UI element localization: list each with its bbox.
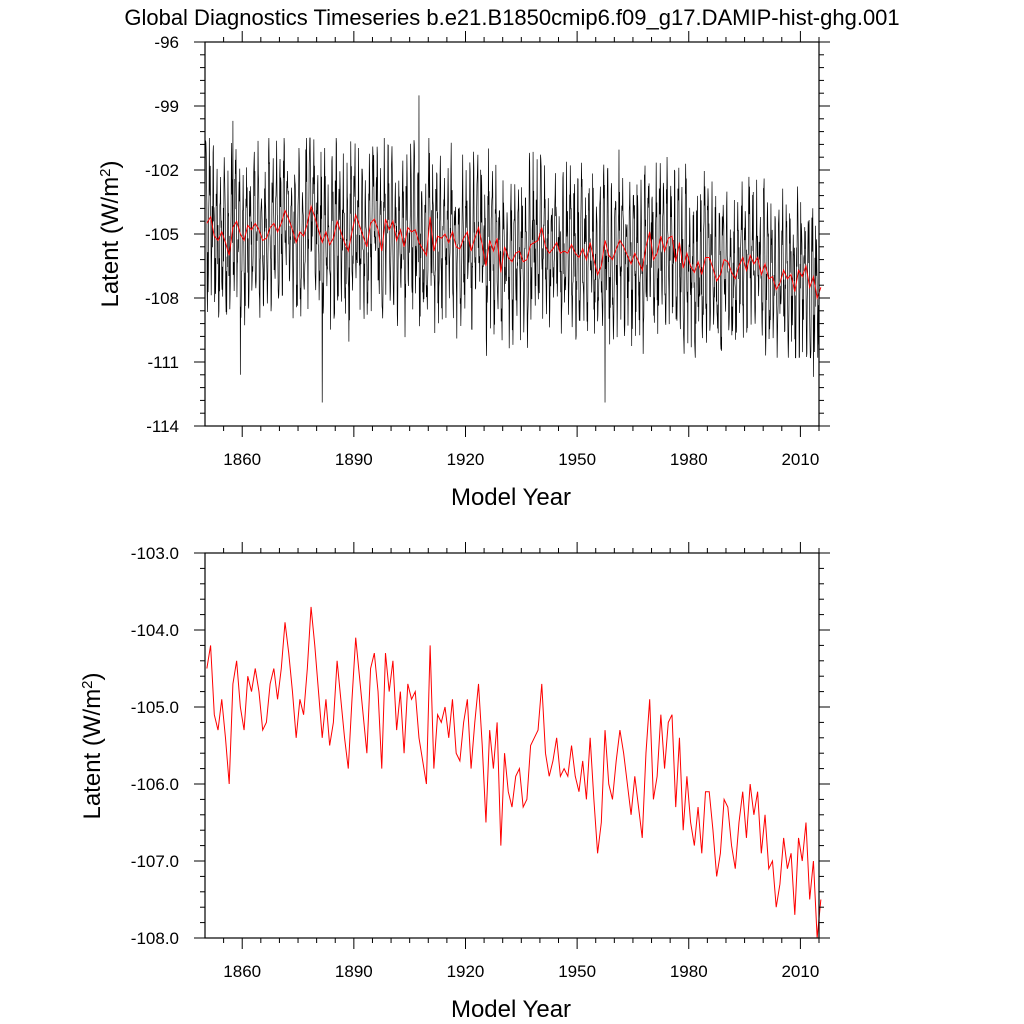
bottom-axis-ticks: [194, 542, 830, 949]
top-y-tick-label: -96: [154, 33, 179, 52]
top-monthly-series: [204, 95, 820, 403]
top-y-tick-labels: -96 -99 -102 -105 -108 -111 -114: [145, 33, 179, 436]
top-x-axis-title: Model Year: [451, 484, 571, 511]
top-y-axis-title-sup: 2: [97, 168, 114, 176]
top-panel: 1860 1890 1920 1950 1980 2010 -96-99-102-105-…: [97, 31, 830, 511]
bottom-y-axis-title-close: ): [79, 672, 106, 680]
bottom-y-tick-labels: -103.0 -104.0 -105.0 -106.0 -107.0 -108.0: [131, 544, 179, 948]
top-x-tick-label: 2010: [781, 450, 819, 469]
bottom-y-tick-label: -104.0: [131, 621, 179, 640]
top-x-tick-label: 1890: [335, 450, 373, 469]
bottom-x-tick-label: 1860: [223, 962, 261, 981]
bottom-x-tick-label: 1920: [447, 962, 485, 981]
top-monthly-line: [204, 95, 820, 403]
top-x-tick-label: 1860: [223, 450, 261, 469]
bottom-y-tick-label: -105.0: [131, 698, 179, 717]
top-y-axis-title: Latent (W/m2): [97, 160, 125, 307]
bottom-x-tick-labels: 1860 1890 1920 1950 1980 2010: [223, 962, 819, 981]
top-annual-line: [206, 204, 822, 300]
bottom-y-axis-title-text: Latent (W/m: [79, 689, 106, 820]
bottom-y-tick-label: -107.0: [131, 852, 179, 871]
top-y-tick-label: -105: [145, 225, 179, 244]
bottom-panel: 1860 1890 1920 1950 1980 2010 -103.0-104.0-10…: [79, 542, 830, 1023]
bottom-annual-line: [206, 606, 822, 939]
top-axis-ticks: [194, 31, 830, 437]
top-x-tick-label: 1980: [670, 450, 708, 469]
bottom-annual-series: [206, 606, 822, 939]
bottom-y-tick-label: -106.0: [131, 775, 179, 794]
top-x-tick-label: 1950: [558, 450, 596, 469]
top-x-tick-label: 1920: [447, 450, 485, 469]
bottom-plot-frame: [204, 552, 820, 939]
bottom-x-tick-label: 2010: [781, 962, 819, 981]
top-y-tick-label: -102: [145, 161, 179, 180]
top-y-tick-label: -99: [154, 97, 179, 116]
bottom-y-tick-label: -108.0: [131, 929, 179, 948]
top-x-tick-labels: 1860 1890 1920 1950 1980 2010: [223, 450, 819, 469]
bottom-x-tick-label: 1980: [670, 962, 708, 981]
figure-title: Global Diagnostics Timeseries b.e21.B185…: [124, 5, 899, 30]
top-annual-series: [206, 204, 822, 300]
bottom-y-tick-label: -103.0: [131, 544, 179, 563]
bottom-x-axis-title: Model Year: [451, 996, 571, 1023]
top-y-axis-title-text: Latent (W/m: [97, 177, 124, 308]
bottom-x-tick-label: 1890: [335, 962, 373, 981]
bottom-y-axis-title-sup: 2: [79, 680, 96, 688]
bottom-y-axis-title: Latent (W/m2): [79, 672, 107, 819]
top-y-tick-label: -111: [147, 353, 179, 372]
top-y-tick-label: -108: [145, 289, 179, 308]
bottom-x-tick-label: 1950: [558, 962, 596, 981]
top-y-axis-title-close: ): [97, 160, 124, 168]
top-y-tick-label: -114: [146, 417, 179, 436]
